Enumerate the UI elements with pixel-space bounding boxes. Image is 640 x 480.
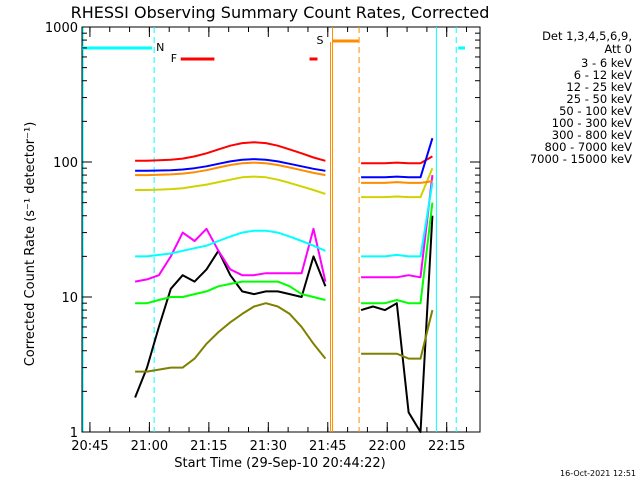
night-marker-label: N	[156, 41, 164, 54]
x-tick-label: 22:00	[369, 439, 406, 454]
legend-entry-1: 3 - 6 keV	[581, 56, 632, 70]
instrument-markers: NF S	[82, 27, 465, 432]
legend-entry-4: 25 - 50 keV	[566, 92, 632, 106]
x-tick-label: 22:15	[428, 439, 465, 454]
legend-entry-8: 800 - 7000 keV	[544, 140, 632, 154]
legend-entry-7: 300 - 800 keV	[552, 128, 632, 142]
legend-entry-3: 12 - 25 keV	[566, 80, 632, 94]
x-tick-label: 21:30	[250, 439, 287, 454]
series-line-8	[135, 161, 433, 184]
series-line-1	[134, 215, 434, 433]
legend-header-line-2: Att 0	[604, 42, 632, 56]
series-layer	[134, 137, 434, 433]
x-tick-label: 21:45	[309, 439, 346, 454]
legend-entry-6: 100 - 300 keV	[552, 116, 632, 130]
x-tick-label: 21:00	[131, 439, 168, 454]
series-line-3	[135, 202, 434, 305]
flare-marker-label: F	[171, 52, 177, 65]
plot-frame	[81, 26, 481, 433]
legend-entry-9: 7000 - 15000 keV	[530, 152, 632, 166]
legend-entry-5: 50 - 100 keV	[559, 104, 632, 118]
footer-date: 16-Oct-2021 12:51	[560, 469, 636, 478]
plot-border	[81, 26, 481, 433]
x-axis-label: Start Time (29-Sep-10 20:44:22)	[174, 456, 385, 471]
legend-entry-2: 6 - 12 keV	[574, 68, 632, 82]
y-tick-label: 1000	[45, 21, 78, 36]
series-line-6	[135, 141, 433, 165]
series-line-4	[135, 182, 434, 258]
series-line-2	[134, 174, 434, 283]
y-axis-label: Corrected Count Rate (s⁻¹ detector⁻¹)	[23, 122, 38, 367]
y-axis: 1 10 100 1000	[45, 21, 480, 441]
legend-header-line-1: Det 1,3,4,5,6,9,	[542, 29, 632, 43]
y-tick-label: 10	[61, 291, 78, 306]
series-line-9	[135, 302, 434, 373]
chart-title: RHESSI Observing Summary Count Rates, Co…	[71, 3, 490, 22]
x-tick-label: 20:45	[71, 439, 108, 454]
saa-marker-label: S	[317, 34, 324, 47]
y-tick-label: 1	[70, 426, 78, 441]
x-tick-label: 21:15	[190, 439, 227, 454]
series-line-7	[135, 137, 434, 179]
y-tick-label: 100	[53, 156, 78, 171]
x-axis: 20:45 21:00 21:15 21:30 21:45 22:00 22:15	[71, 27, 468, 454]
series-line-5	[135, 167, 434, 199]
